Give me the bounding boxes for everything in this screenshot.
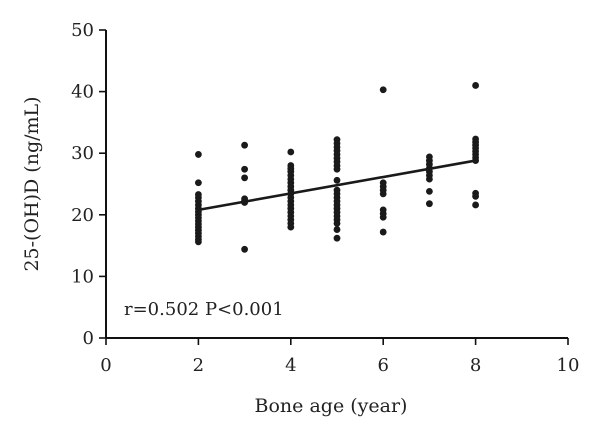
data-point: [195, 238, 202, 246]
correlation-annotation: r=0.502 P<0.001: [124, 299, 284, 320]
y-tick-label: 20: [71, 205, 94, 226]
x-tick-label: 4: [285, 355, 296, 376]
data-point: [426, 200, 433, 208]
data-point: [241, 141, 249, 149]
data-point: [333, 220, 341, 227]
data-point: [333, 226, 341, 233]
data-point: [241, 165, 249, 173]
data-point: [333, 234, 341, 242]
data-point: [379, 86, 387, 94]
data-point: [333, 165, 341, 173]
data-point: [379, 190, 387, 198]
data-point: [333, 176, 341, 184]
data-point: [472, 201, 479, 209]
y-tick-label: 50: [71, 20, 94, 41]
x-tick-label: 0: [100, 355, 111, 376]
y-tick-label: 40: [71, 82, 94, 103]
axes-layer: 0 10 20 30 40 50 0 2 4 6 8 10: [71, 20, 579, 376]
x-tick-label: 6: [377, 355, 388, 376]
y-axis-title: 25-(OH)D (ng/mL): [21, 96, 43, 271]
data-point: [472, 82, 479, 89]
data-point: [472, 192, 479, 200]
data-point: [287, 223, 295, 231]
data-point: [379, 213, 387, 221]
data-point: [287, 148, 295, 156]
data-point: [241, 245, 249, 253]
data-point: [379, 228, 387, 236]
data-point: [195, 179, 202, 187]
x-tick-label: 8: [470, 355, 481, 376]
data-point: [241, 174, 249, 182]
y-tick-label: 0: [83, 328, 94, 349]
y-tick-label: 30: [71, 143, 94, 164]
x-axis-title: Bone age (year): [255, 395, 408, 417]
data-point: [426, 175, 433, 183]
x-tick-label: 10: [557, 355, 580, 376]
x-tick-label: 2: [193, 355, 204, 376]
regression-line: [198, 159, 476, 212]
y-tick-label: 10: [71, 266, 94, 287]
data-point: [195, 151, 202, 158]
data-point: [426, 187, 433, 195]
